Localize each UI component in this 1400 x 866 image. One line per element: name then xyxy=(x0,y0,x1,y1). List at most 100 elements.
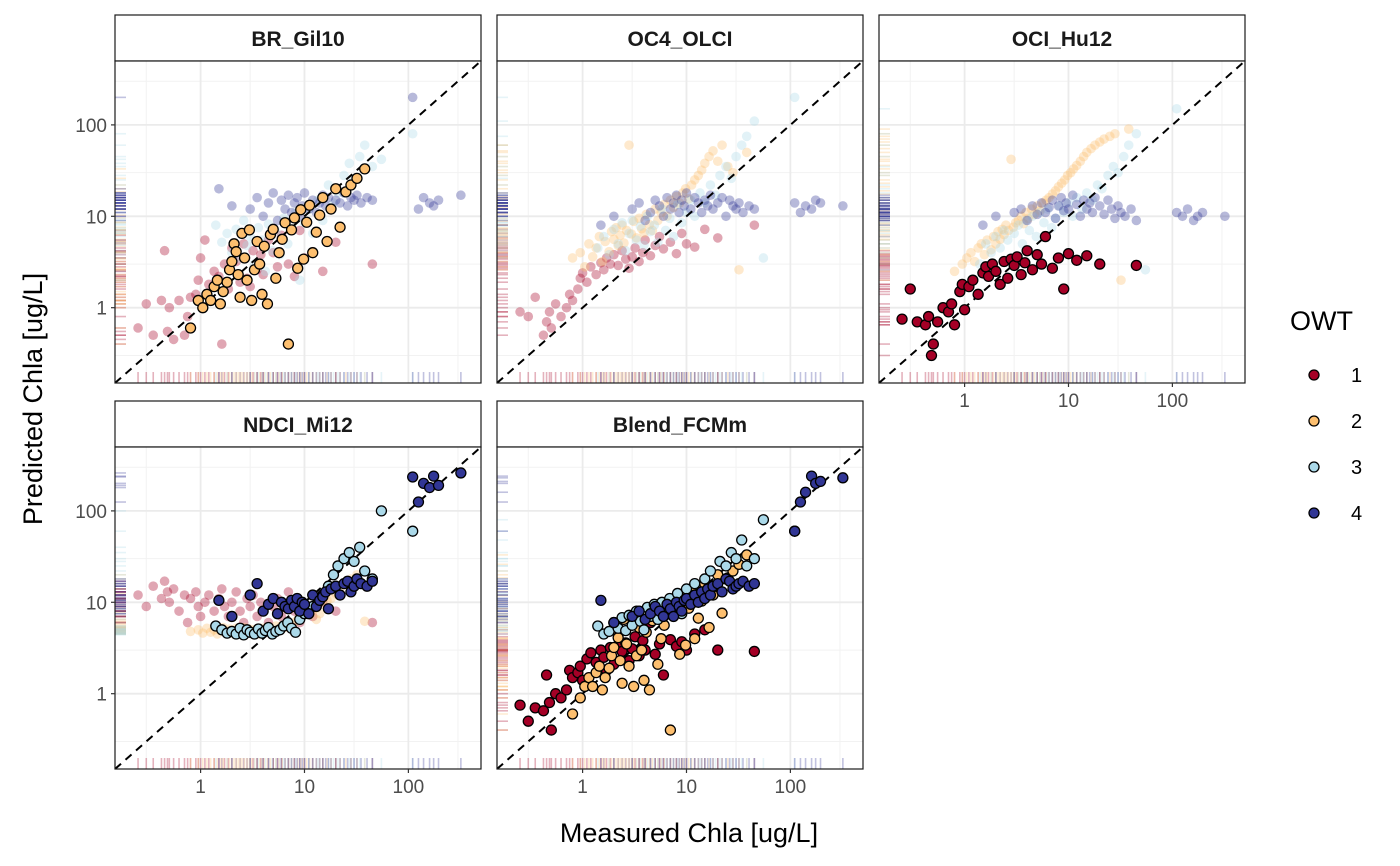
x-tick-label: 100 xyxy=(1157,391,1189,412)
data-point-owt-2 xyxy=(679,639,692,651)
x-axis-title: Measured Chla [ug/L] xyxy=(560,818,818,848)
data-point-owt-4 xyxy=(1094,201,1105,211)
data-point-owt-2 xyxy=(587,680,599,693)
data-point-owt-1 xyxy=(699,224,710,235)
data-point-owt-4 xyxy=(1103,195,1113,205)
data-point-owt-3 xyxy=(222,228,232,239)
data-point-owt-4 xyxy=(283,190,294,201)
data-point-owt-1 xyxy=(1035,258,1048,270)
data-point-owt-4 xyxy=(689,192,700,203)
data-point-owt-2 xyxy=(647,225,658,236)
data-point-owt-4 xyxy=(334,589,346,601)
data-point-owt-1 xyxy=(1046,262,1059,274)
data-point-owt-4 xyxy=(1009,207,1019,218)
data-point-owt-3 xyxy=(354,151,365,162)
x-tick-label: 100 xyxy=(775,777,807,798)
data-point-owt-1 xyxy=(712,644,724,656)
data-point-owt-2 xyxy=(1008,222,1019,232)
data-point-owt-4 xyxy=(1081,204,1092,214)
data-point-owt-3 xyxy=(354,541,366,553)
data-point-owt-3 xyxy=(1046,222,1057,233)
data-point-owt-2 xyxy=(614,654,626,667)
data-point-owt-3 xyxy=(1021,215,1031,226)
data-point-owt-3 xyxy=(991,231,1001,242)
data-point-owt-4 xyxy=(708,204,718,214)
data-point-owt-1 xyxy=(577,268,588,278)
data-point-owt-4 xyxy=(427,470,440,482)
data-point-owt-1 xyxy=(191,587,201,597)
facet-title: OC4_OLCI xyxy=(627,28,732,51)
data-point-owt-2 xyxy=(627,680,640,693)
data-point-owt-3 xyxy=(645,226,656,237)
data-point-owt-2 xyxy=(285,224,298,236)
data-point-owt-4 xyxy=(367,195,378,205)
data-point-owt-2 xyxy=(245,294,258,307)
data-point-owt-1 xyxy=(294,225,305,236)
data-point-owt-2 xyxy=(628,216,639,227)
data-point-owt-4 xyxy=(330,195,341,205)
data-point-owt-2 xyxy=(1016,211,1026,222)
data-point-owt-2 xyxy=(600,236,610,247)
panel-border xyxy=(114,60,482,384)
data-point-owt-4 xyxy=(667,610,680,623)
data-point-owt-4 xyxy=(298,598,311,610)
data-point-owt-4 xyxy=(1188,215,1199,226)
data-point-owt-2 xyxy=(611,222,621,233)
facet-strip xyxy=(878,14,1246,62)
data-point-owt-1 xyxy=(972,288,984,300)
x-tick-label: 100 xyxy=(393,777,425,798)
data-point-owt-2 xyxy=(650,204,661,214)
data-point-owt-4 xyxy=(837,472,849,484)
data-point-owt-4 xyxy=(676,605,688,617)
data-point-owt-2 xyxy=(1059,175,1070,185)
data-point-owt-2 xyxy=(334,221,346,233)
data-point-owt-1 xyxy=(545,724,557,736)
data-point-owt-1 xyxy=(159,245,170,256)
legend-key-owt-2 xyxy=(1308,415,1320,427)
data-point-owt-2 xyxy=(609,234,619,245)
data-point-owt-2 xyxy=(238,252,251,264)
plot-area xyxy=(115,447,481,769)
data-point-owt-4 xyxy=(276,195,287,205)
data-point-owt-4 xyxy=(418,192,429,203)
data-point-owt-2 xyxy=(230,246,242,258)
data-point-owt-1 xyxy=(200,235,210,245)
data-point-owt-2 xyxy=(615,230,625,241)
data-point-owt-3 xyxy=(1103,170,1113,181)
data-point-owt-3 xyxy=(741,131,752,142)
data-point-owt-2 xyxy=(683,194,694,204)
data-point-owt-2 xyxy=(606,226,617,237)
data-point-owt-4 xyxy=(749,204,760,214)
data-point-owt-4 xyxy=(244,589,256,601)
x-tick-label: 1 xyxy=(577,777,588,798)
data-point-owt-3 xyxy=(1108,161,1119,172)
data-point-owt-3 xyxy=(1013,220,1024,230)
data-point-owt-4 xyxy=(728,201,738,211)
facet-title: OCI_Hu12 xyxy=(1012,28,1112,51)
data-point-owt-2 xyxy=(949,266,960,277)
data-point-owt-1 xyxy=(564,289,575,300)
data-point-owt-1 xyxy=(174,606,184,616)
data-point-owt-3 xyxy=(592,243,603,253)
legend-title: OWT xyxy=(1290,306,1353,336)
data-point-owt-3 xyxy=(981,239,991,249)
data-point-owt-3 xyxy=(664,213,675,224)
data-point-owt-4 xyxy=(1113,201,1123,211)
data-point-owt-2 xyxy=(321,235,333,248)
data-point-owt-2 xyxy=(197,628,208,638)
data-point-owt-4 xyxy=(413,204,424,214)
data-point-owt-2 xyxy=(957,259,968,269)
data-point-owt-2 xyxy=(741,147,752,158)
x-tick-label: 10 xyxy=(294,777,315,798)
data-point-owt-1 xyxy=(227,597,237,608)
data-point-owt-1 xyxy=(245,601,255,612)
data-point-owt-2 xyxy=(1003,225,1014,236)
data-point-owt-1 xyxy=(1052,252,1065,264)
data-point-owt-1 xyxy=(748,645,761,658)
data-point-owt-2 xyxy=(677,188,688,198)
one-to-one-line xyxy=(879,61,1245,383)
data-point-owt-2 xyxy=(567,253,578,263)
data-point-owt-1 xyxy=(330,237,341,248)
data-point-owt-4 xyxy=(696,207,707,218)
data-point-owt-4 xyxy=(1053,201,1064,211)
